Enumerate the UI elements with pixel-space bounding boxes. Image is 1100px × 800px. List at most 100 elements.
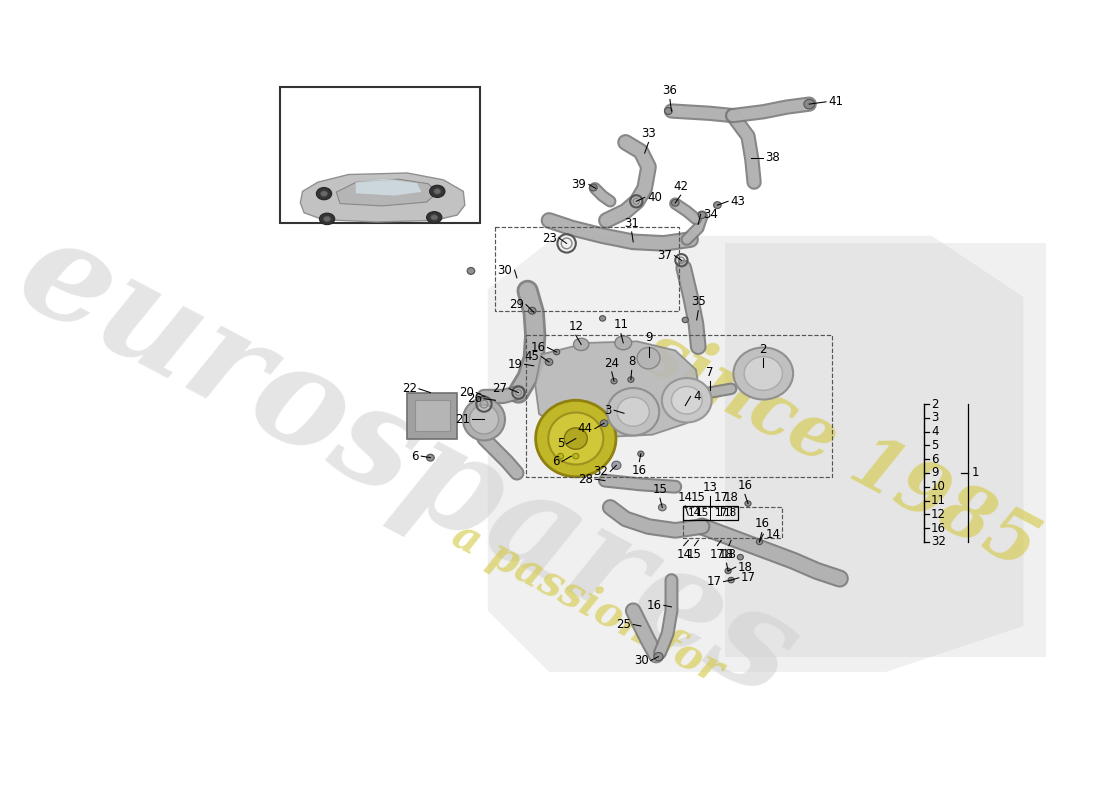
Ellipse shape — [573, 454, 579, 459]
Text: 6: 6 — [552, 455, 560, 468]
Text: 33: 33 — [641, 127, 656, 140]
Text: 24: 24 — [604, 357, 619, 370]
Ellipse shape — [564, 428, 587, 450]
Text: 16: 16 — [755, 518, 769, 530]
Text: 10: 10 — [931, 480, 946, 494]
Ellipse shape — [470, 405, 498, 434]
Ellipse shape — [682, 317, 689, 322]
Polygon shape — [337, 179, 438, 206]
Text: 17: 17 — [741, 571, 756, 584]
Ellipse shape — [698, 212, 706, 218]
Ellipse shape — [659, 504, 667, 511]
Text: 16: 16 — [931, 522, 946, 534]
Text: 19: 19 — [507, 358, 522, 370]
Text: 23: 23 — [542, 231, 557, 245]
Text: 14: 14 — [766, 528, 781, 541]
Bar — [526, 335, 833, 477]
Text: 11: 11 — [931, 494, 946, 507]
Text: 3: 3 — [604, 404, 612, 417]
Text: 3: 3 — [931, 411, 938, 424]
Text: 9: 9 — [931, 466, 938, 479]
Ellipse shape — [590, 184, 597, 191]
Text: since 1985: since 1985 — [630, 316, 1049, 584]
Ellipse shape — [612, 461, 621, 470]
Text: 32: 32 — [931, 535, 946, 548]
Text: 34: 34 — [703, 208, 717, 221]
Text: eurospares: eurospares — [0, 204, 818, 726]
Text: 38: 38 — [766, 151, 780, 164]
Text: 9: 9 — [645, 331, 652, 345]
Ellipse shape — [638, 451, 644, 457]
Text: 29: 29 — [509, 298, 524, 311]
Bar — [415, 400, 450, 431]
Ellipse shape — [757, 539, 762, 545]
Polygon shape — [300, 173, 465, 222]
Polygon shape — [355, 178, 422, 196]
Ellipse shape — [319, 213, 334, 225]
Ellipse shape — [737, 554, 744, 560]
Ellipse shape — [528, 307, 536, 314]
Ellipse shape — [558, 454, 563, 459]
Ellipse shape — [536, 400, 616, 477]
Ellipse shape — [725, 568, 732, 574]
Text: 8: 8 — [628, 355, 636, 368]
Bar — [495, 226, 679, 310]
Ellipse shape — [610, 378, 617, 384]
Ellipse shape — [804, 99, 815, 109]
Text: 6: 6 — [931, 453, 938, 466]
Text: 44: 44 — [578, 422, 593, 435]
Text: 26: 26 — [466, 392, 482, 406]
Ellipse shape — [728, 578, 734, 583]
Text: 2: 2 — [759, 343, 767, 356]
Text: 41: 41 — [828, 95, 844, 108]
Ellipse shape — [323, 216, 330, 222]
Text: 14: 14 — [676, 548, 691, 561]
Text: 6: 6 — [411, 450, 419, 462]
Text: 37: 37 — [658, 249, 672, 262]
Text: 35: 35 — [691, 295, 705, 309]
Text: 20: 20 — [459, 386, 474, 399]
Text: 18: 18 — [722, 548, 736, 561]
Ellipse shape — [553, 350, 560, 355]
Ellipse shape — [431, 214, 438, 220]
Ellipse shape — [628, 377, 634, 382]
Ellipse shape — [617, 398, 649, 426]
Ellipse shape — [714, 202, 722, 209]
Text: 17: 17 — [706, 575, 722, 588]
Ellipse shape — [664, 107, 672, 114]
Text: 22: 22 — [402, 382, 417, 395]
Bar — [683, 507, 782, 538]
Ellipse shape — [430, 186, 444, 198]
Text: 39: 39 — [572, 178, 586, 191]
Ellipse shape — [427, 454, 434, 461]
Ellipse shape — [427, 212, 442, 223]
Text: 15: 15 — [691, 490, 706, 503]
Text: 17: 17 — [714, 508, 727, 518]
Text: 25: 25 — [616, 618, 631, 631]
Ellipse shape — [600, 316, 606, 321]
Bar — [683, 506, 738, 520]
Ellipse shape — [546, 358, 553, 366]
Text: 14: 14 — [689, 508, 702, 518]
Ellipse shape — [653, 653, 663, 661]
Bar — [725, 243, 1046, 657]
Text: 28: 28 — [578, 473, 593, 486]
Ellipse shape — [607, 388, 659, 435]
Text: 15: 15 — [696, 508, 710, 518]
Text: 45: 45 — [525, 350, 539, 363]
Text: 30: 30 — [497, 264, 513, 277]
Ellipse shape — [671, 199, 679, 206]
Ellipse shape — [320, 191, 328, 197]
Text: 5: 5 — [931, 439, 938, 452]
Ellipse shape — [468, 267, 475, 274]
Ellipse shape — [573, 338, 588, 350]
Text: 43: 43 — [730, 195, 746, 208]
Text: 4: 4 — [693, 390, 701, 403]
Text: 42: 42 — [673, 180, 689, 193]
Text: 11: 11 — [614, 318, 628, 331]
Bar — [407, 393, 458, 438]
Text: 16: 16 — [647, 599, 661, 612]
Text: 36: 36 — [662, 84, 678, 98]
Ellipse shape — [734, 347, 793, 399]
Ellipse shape — [745, 357, 782, 390]
